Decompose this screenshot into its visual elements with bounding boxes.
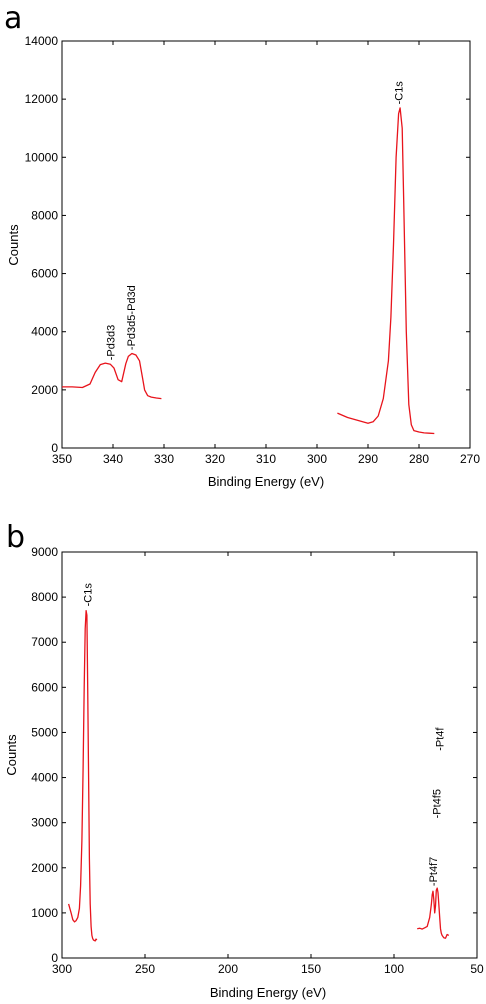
x-tick-label: 350 xyxy=(52,452,72,466)
panel-a-annotations: -Pd3d3 -Pd3d5-Pd3d -C1s xyxy=(105,81,405,361)
peak-label: -C1s xyxy=(394,81,406,105)
y-tick-label: 4000 xyxy=(31,325,58,339)
y-tick-label: 4000 xyxy=(31,771,58,785)
x-tick-label: 100 xyxy=(384,962,404,976)
x-tick-label: 300 xyxy=(52,962,72,976)
y-tick-label: 1000 xyxy=(31,906,58,920)
panel-b-y-axis-title: Counts xyxy=(4,734,19,776)
spectrum-line-segment-2 xyxy=(417,887,450,939)
y-tick-label: 2000 xyxy=(31,383,58,397)
y-tick-label: 3000 xyxy=(31,816,58,830)
panel-b: b 300 250 200 150 100 50 0 1000 2000 3000 4000 5000… xyxy=(4,520,484,1000)
x-tick-label: 250 xyxy=(135,962,155,976)
y-tick-label: 0 xyxy=(51,441,58,455)
y-tick-label: 14000 xyxy=(25,34,59,48)
y-tick-label: 6000 xyxy=(31,680,58,694)
panel-a-series xyxy=(62,107,435,435)
peak-label: -Pt4f7 xyxy=(428,857,440,886)
panel-b-ticks: 300 250 200 150 100 50 0 1000 2000 3000 4000 5000 60… xyxy=(31,545,484,976)
spectrum-line-segment-2 xyxy=(337,107,435,435)
y-tick-label: 0 xyxy=(51,951,58,965)
x-tick-label: 330 xyxy=(154,452,174,466)
panel-b-x-axis-title: Binding Energy (eV) xyxy=(210,985,326,1000)
y-tick-label: 2000 xyxy=(31,861,58,875)
panel-a: a 350 340 330 320 310 300 290 280 270 0 2000 4000 60… xyxy=(4,1,480,489)
panel-a-ticks: 350 340 330 320 310 300 290 280 270 0 2000 4000 6000… xyxy=(25,34,481,466)
x-tick-label: 50 xyxy=(470,962,484,976)
x-tick-label: 200 xyxy=(218,962,238,976)
x-tick-label: 320 xyxy=(205,452,225,466)
panel-a-letter: a xyxy=(4,1,22,36)
y-tick-label: 9000 xyxy=(31,545,58,559)
x-tick-label: 340 xyxy=(103,452,123,466)
y-tick-label: 10000 xyxy=(25,150,59,164)
x-tick-label: 310 xyxy=(256,452,276,466)
y-tick-label: 8000 xyxy=(31,208,58,222)
spectrum-line-segment-1 xyxy=(67,609,98,942)
y-tick-label: 12000 xyxy=(25,92,59,106)
panel-a-x-axis-title: Binding Energy (eV) xyxy=(208,474,324,489)
peak-label: -Pd3d5-Pd3d xyxy=(126,285,138,350)
peak-label: -C1s xyxy=(83,583,95,607)
peak-label: -Pt4f5 xyxy=(431,789,443,818)
spectrum-line-segment-1 xyxy=(62,352,162,400)
y-tick-label: 5000 xyxy=(31,725,58,739)
x-tick-label: 300 xyxy=(307,452,327,466)
x-tick-label: 150 xyxy=(301,962,321,976)
peak-label: -Pd3d3 xyxy=(105,325,117,360)
y-tick-label: 8000 xyxy=(31,590,58,604)
panel-b-series xyxy=(67,609,450,942)
peak-label: -Pt4f xyxy=(435,727,447,751)
y-tick-label: 6000 xyxy=(31,267,58,281)
x-tick-label: 290 xyxy=(358,452,378,466)
panel-b-plot-frame xyxy=(61,551,478,959)
x-tick-label: 270 xyxy=(460,452,480,466)
panel-b-annotations: -C1s -Pt4f7 -Pt4f5 -Pt4f xyxy=(83,583,447,886)
y-tick-label: 7000 xyxy=(31,635,58,649)
x-tick-label: 280 xyxy=(409,452,429,466)
panel-a-y-axis-title: Counts xyxy=(6,224,21,266)
panel-b-letter: b xyxy=(6,520,25,555)
